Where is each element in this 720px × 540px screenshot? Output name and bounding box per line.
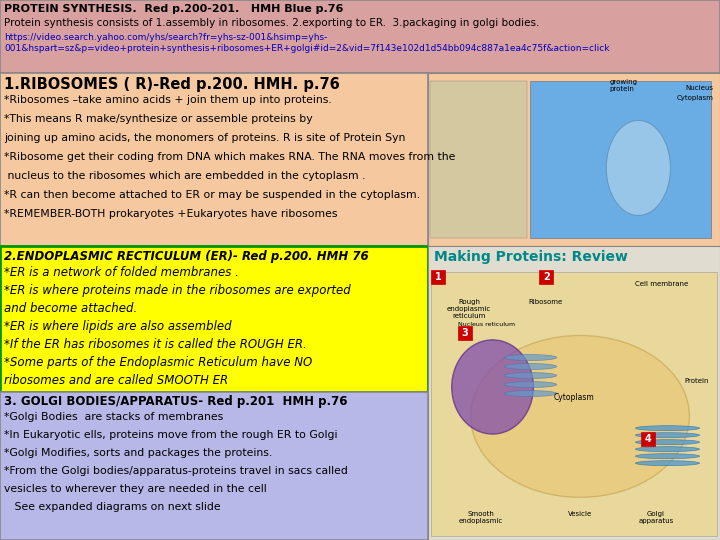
Bar — [458, 326, 472, 340]
Text: *This means R make/synthesize or assemble proteins by: *This means R make/synthesize or assembl… — [4, 114, 312, 124]
Bar — [428, 246, 720, 540]
Ellipse shape — [504, 382, 557, 388]
Text: *REMEMBER-BOTH prokaryotes +Eukaryotes have ribosomes: *REMEMBER-BOTH prokaryotes +Eukaryotes h… — [4, 209, 338, 219]
Text: *Ribosome get their coding from DNA which makes RNA. The RNA moves from the: *Ribosome get their coding from DNA whic… — [4, 152, 455, 162]
Text: *Golgi Bodies  are stacks of membranes: *Golgi Bodies are stacks of membranes — [4, 411, 223, 422]
Text: Cytoplasm: Cytoplasm — [554, 393, 595, 402]
Text: *Ribosomes –take amino acids + join them up into proteins.: *Ribosomes –take amino acids + join them… — [4, 95, 332, 105]
Text: Nucleus reticulum: Nucleus reticulum — [458, 322, 515, 327]
Bar — [531, 81, 711, 238]
Text: 1: 1 — [435, 272, 442, 282]
Text: Making Proteins: Review: Making Proteins: Review — [434, 249, 629, 264]
Text: Smooth
endoplasmic: Smooth endoplasmic — [459, 511, 503, 524]
Text: *ER is where proteins made in the ribosomes are exported: *ER is where proteins made in the riboso… — [4, 284, 351, 296]
Ellipse shape — [504, 373, 557, 379]
Text: *R can then become attached to ER or may be suspended in the cytoplasm.: *R can then become attached to ER or may… — [4, 190, 420, 200]
Bar — [431, 81, 526, 238]
Text: ribosomes and are called SMOOTH ER: ribosomes and are called SMOOTH ER — [4, 374, 228, 387]
Bar — [0, 0, 720, 73]
Text: 001&hspart=sz&p=video+protein+synthesis+ribosomes+ER+golgi#id=2&vid=7f143e102d1d: 001&hspart=sz&p=video+protein+synthesis+… — [4, 44, 610, 53]
Ellipse shape — [606, 120, 670, 215]
Ellipse shape — [636, 433, 700, 437]
Bar — [642, 432, 655, 446]
Text: nucleus to the ribosomes which are embedded in the cytoplasm .: nucleus to the ribosomes which are embed… — [4, 171, 366, 181]
Ellipse shape — [471, 335, 689, 497]
Ellipse shape — [451, 340, 534, 434]
Text: Golgi
apparatus: Golgi apparatus — [638, 511, 673, 524]
Text: and become attached.: and become attached. — [4, 302, 138, 315]
Text: Ribosome: Ribosome — [528, 299, 562, 305]
Text: See expanded diagrams on next slide: See expanded diagrams on next slide — [4, 502, 220, 511]
Bar — [428, 73, 720, 246]
Text: 1.RIBOSOMES ( R)-Red p.200. HMH. p.76: 1.RIBOSOMES ( R)-Red p.200. HMH. p.76 — [4, 77, 340, 92]
Text: *Golgi Modifies, sorts and packages the proteins.: *Golgi Modifies, sorts and packages the … — [4, 448, 272, 457]
Text: 3: 3 — [462, 328, 468, 338]
Bar — [539, 270, 553, 284]
Ellipse shape — [504, 355, 557, 361]
Text: *Some parts of the Endoplasmic Reticulum have NO: *Some parts of the Endoplasmic Reticulum… — [4, 356, 312, 369]
Bar — [431, 270, 446, 284]
Text: 2.ENDOPLASMIC RECTICULUM (ER)- Red p.200. HMH 76: 2.ENDOPLASMIC RECTICULUM (ER)- Red p.200… — [4, 249, 369, 262]
Text: Nucleus: Nucleus — [685, 85, 713, 91]
Text: *ER is a network of folded membranes .: *ER is a network of folded membranes . — [4, 266, 239, 279]
Text: Protein: Protein — [685, 378, 709, 384]
Bar — [0, 246, 428, 392]
Text: Cytoplasm: Cytoplasm — [676, 95, 713, 101]
Text: Protein synthesis consists of 1.assembly in ribosomes. 2.exporting to ER.  3.pac: Protein synthesis consists of 1.assembly… — [4, 18, 539, 28]
Text: PROTEIN SYNTHESIS.  Red p.200-201.   HMH Blue p.76: PROTEIN SYNTHESIS. Red p.200-201. HMH Bl… — [4, 4, 343, 14]
Bar — [0, 73, 428, 246]
Text: *ER is where lipids are also assembled: *ER is where lipids are also assembled — [4, 320, 232, 333]
Ellipse shape — [636, 447, 700, 451]
Bar — [0, 392, 428, 540]
Ellipse shape — [636, 440, 700, 444]
Text: *In Eukaryotic ells, proteins move from the rough ER to Golgi: *In Eukaryotic ells, proteins move from … — [4, 429, 338, 440]
Text: vesicles to wherever they are needed in the cell: vesicles to wherever they are needed in … — [4, 483, 266, 494]
Text: 3. GOLGI BODIES/APPARATUS- Red p.201  HMH p.76: 3. GOLGI BODIES/APPARATUS- Red p.201 HMH… — [4, 395, 348, 408]
Text: *From the Golgi bodies/apparatus-proteins travel in sacs called: *From the Golgi bodies/apparatus-protein… — [4, 465, 348, 476]
Text: *If the ER has ribosomes it is called the ROUGH ER.: *If the ER has ribosomes it is called th… — [4, 338, 307, 350]
Ellipse shape — [504, 390, 557, 396]
Text: Vesicle: Vesicle — [568, 511, 592, 517]
Text: growing
protein: growing protein — [609, 79, 637, 92]
Ellipse shape — [504, 363, 557, 369]
Text: joining up amino acids, the monomers of proteins. R is site of Protein Syn: joining up amino acids, the monomers of … — [4, 133, 405, 143]
Bar — [431, 272, 717, 536]
Text: https://video.search.yahoo.com/yhs/search?fr=yhs-sz-001&hsimp=yhs-: https://video.search.yahoo.com/yhs/searc… — [4, 33, 328, 42]
Text: Cell membrane: Cell membrane — [635, 281, 688, 287]
Text: 4: 4 — [645, 434, 652, 444]
Ellipse shape — [636, 426, 700, 431]
Ellipse shape — [636, 461, 700, 465]
Text: Rough
endoplasmic
reticulum: Rough endoplasmic reticulum — [447, 299, 491, 319]
Ellipse shape — [636, 454, 700, 458]
Text: 2: 2 — [543, 272, 549, 282]
